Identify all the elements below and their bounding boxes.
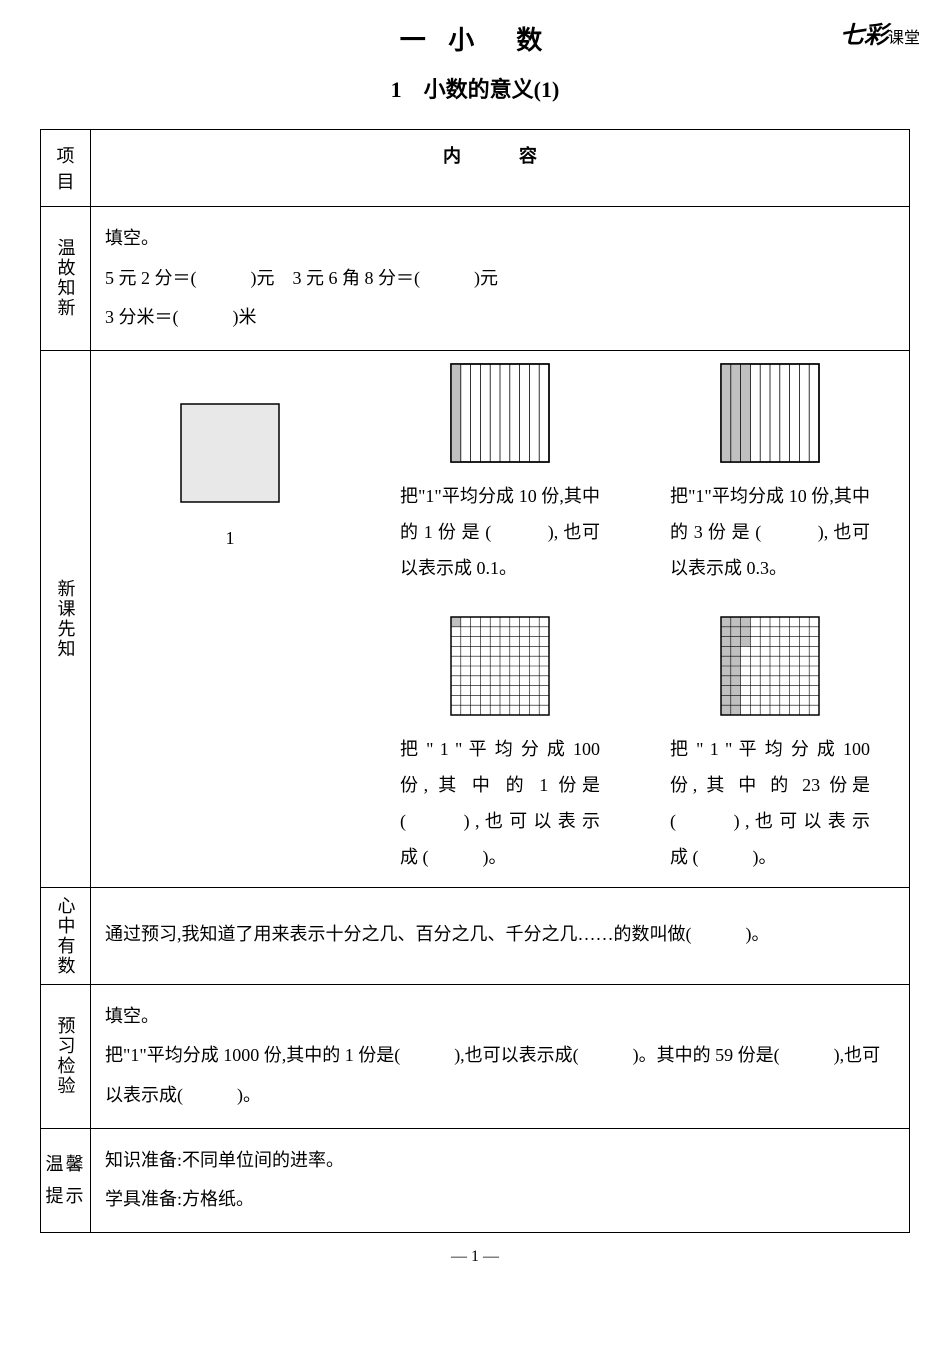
section-title: 1 小数的意义(1): [40, 72, 910, 104]
table-header-row: 项目 内 容: [41, 130, 910, 207]
desc-hundredths-23: 把 " 1 " 平 均 分 成 100 份, 其 中 的 23 份是 ( ) ,…: [670, 731, 870, 875]
preview-col-1: 1: [105, 363, 355, 549]
col-header-content: 内 容: [91, 130, 910, 207]
desc-tenths-3: 把"1"平均分成 10 份,其中的 3 份 是 ( ), 也可以表示成 0.3。: [670, 478, 870, 586]
preview-col-2: 把"1"平均分成 10 份,其中的 1 份 是 ( ), 也可以表示成 0.1。: [375, 363, 625, 875]
row-content-tips: 知识准备:不同单位间的进率。 学具准备:方格纸。: [91, 1128, 910, 1232]
check-line2: 把"1"平均分成 1000 份,其中的 1 份是( ),也可以表示成( )。其中…: [105, 1036, 895, 1115]
row-content-preview: 1: [91, 350, 910, 887]
col-header-project: 项目: [41, 130, 91, 207]
desc-hundredths-1: 把 " 1 " 平 均 分 成 100 份, 其 中 的 1 份是 ( ) , …: [400, 731, 600, 875]
preview-grid: 1: [105, 363, 895, 875]
desc-tenths-1: 把"1"平均分成 10 份,其中的 1 份 是 ( ), 也可以表示成 0.1。: [400, 478, 600, 586]
page-number: — 1 —: [40, 1248, 910, 1266]
logo-sub: 课堂: [888, 30, 920, 47]
brand-logo: 七彩课堂: [840, 15, 920, 50]
row-label-review: 温故知新: [41, 207, 91, 351]
review-line1: 填空。: [105, 219, 895, 259]
row-preview: 新课先知 1: [41, 350, 910, 887]
worksheet-table: 项目 内 容 温故知新 填空。 5 元 2 分＝( )元 3 元 6 角 8 分…: [40, 129, 910, 1233]
chapter-title: 一 小 数: [40, 20, 910, 57]
unit-label: 1: [226, 528, 235, 549]
diagram-hundredths-1: [450, 616, 550, 716]
page-header: 七彩课堂 一 小 数 1 小数的意义(1): [40, 20, 910, 104]
row-content-summary: 通过预习,我知道了用来表示十分之几、百分之几、千分之几……的数叫做( )。: [91, 887, 910, 984]
diagram-tenths-3: [720, 363, 820, 463]
diagram-tenths-1: [450, 363, 550, 463]
row-label-tips: 温馨提示: [41, 1128, 91, 1232]
review-line2: 5 元 2 分＝( )元 3 元 6 角 8 分＝( )元: [105, 259, 895, 299]
summary-text: 通过预习,我知道了用来表示十分之几、百分之几、千分之几……的数叫做( )。: [105, 900, 895, 970]
diagram-hundredths-23: [720, 616, 820, 716]
row-content-review: 填空。 5 元 2 分＝( )元 3 元 6 角 8 分＝( )元 3 分米＝(…: [91, 207, 910, 351]
row-label-preview: 新课先知: [41, 350, 91, 887]
check-line1: 填空。: [105, 997, 895, 1037]
row-label-summary: 心中有数: [41, 887, 91, 984]
row-check: 预习检验 填空。 把"1"平均分成 1000 份,其中的 1 份是( ),也可以…: [41, 984, 910, 1128]
logo-main: 七彩: [840, 23, 888, 49]
preview-col-3: 把"1"平均分成 10 份,其中的 3 份 是 ( ), 也可以表示成 0.3。: [645, 363, 895, 875]
row-review: 温故知新 填空。 5 元 2 分＝( )元 3 元 6 角 8 分＝( )元 3…: [41, 207, 910, 351]
diagram-unit-square: [180, 403, 280, 503]
tips-line2: 学具准备:方格纸。: [105, 1180, 895, 1220]
row-tips: 温馨提示 知识准备:不同单位间的进率。 学具准备:方格纸。: [41, 1128, 910, 1232]
row-summary: 心中有数 通过预习,我知道了用来表示十分之几、百分之几、千分之几……的数叫做( …: [41, 887, 910, 984]
tips-line1: 知识准备:不同单位间的进率。: [105, 1141, 895, 1181]
row-label-check: 预习检验: [41, 984, 91, 1128]
row-content-check: 填空。 把"1"平均分成 1000 份,其中的 1 份是( ),也可以表示成( …: [91, 984, 910, 1128]
review-line3: 3 分米＝( )米: [105, 298, 895, 338]
